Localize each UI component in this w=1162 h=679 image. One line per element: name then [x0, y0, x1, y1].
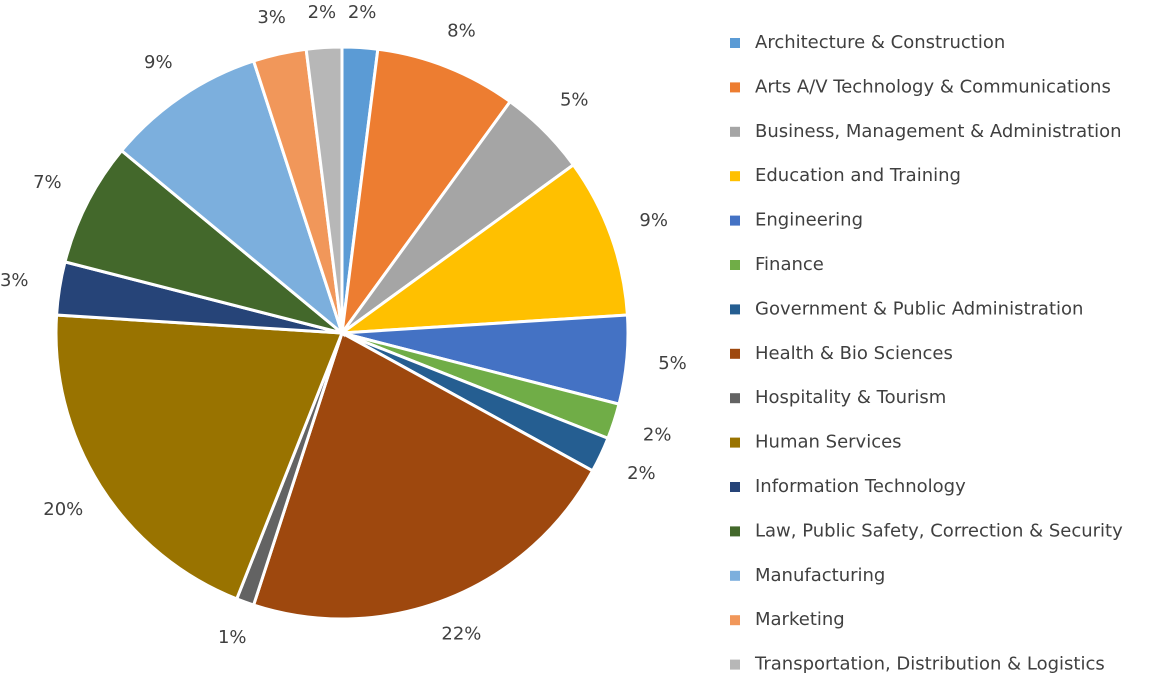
legend-label: Architecture & Construction: [755, 32, 1005, 53]
legend-swatch: [730, 82, 740, 93]
pie-slice: [251, 330, 595, 621]
legend-label: Finance: [755, 254, 824, 275]
pie-slice: [336, 162, 630, 335]
legend-swatch: [730, 348, 740, 359]
data-label: 9%: [639, 210, 668, 231]
legend-label: Marketing: [755, 609, 845, 630]
legend-label: Business, Management & Administration: [755, 121, 1122, 142]
legend-label: Information Technology: [755, 476, 966, 497]
legend-swatch: [730, 215, 740, 226]
pie-slice: [304, 45, 344, 334]
data-label: 7%: [33, 172, 62, 193]
legend-swatch: [730, 570, 740, 581]
data-label: 20%: [43, 499, 83, 520]
legend-swatch: [730, 393, 740, 404]
data-label: 2%: [348, 2, 377, 23]
data-label: 9%: [144, 52, 173, 73]
pie-slice: [119, 59, 346, 338]
data-label: 22%: [441, 624, 481, 645]
legend-label: Law, Public Safety, Correction & Securit…: [755, 520, 1123, 541]
legend-label: Transportation, Distribution & Logistics: [754, 654, 1105, 675]
legend-swatch: [730, 260, 740, 270]
data-label: 1%: [218, 627, 247, 648]
legend-swatch: [730, 304, 740, 315]
data-label: 3%: [257, 7, 286, 28]
legend-swatch: [730, 526, 740, 537]
legend-swatch: [730, 615, 740, 626]
data-label: 5%: [658, 353, 687, 374]
legend-label: Government & Public Administration: [755, 298, 1083, 319]
legend-label: Manufacturing: [755, 565, 885, 586]
data-label: 8%: [447, 20, 476, 41]
data-label: 3%: [0, 270, 29, 291]
legend-swatch: [730, 437, 740, 448]
legend-label: Arts A/V Technology & Communications: [755, 76, 1111, 97]
legend-label: Health & Bio Sciences: [755, 343, 953, 364]
legend-label: Hospitality & Tourism: [755, 387, 946, 408]
legend-swatch: [730, 482, 740, 492]
pie-slice: [63, 148, 343, 335]
data-label: 5%: [560, 90, 589, 111]
legend-swatch: [730, 126, 740, 137]
legend-swatch: [730, 38, 740, 48]
legend-label: Human Services: [755, 432, 902, 453]
legend-swatch: [730, 171, 740, 182]
pie-slice: [340, 47, 513, 334]
legend-swatch: [730, 659, 740, 670]
data-label: 2%: [627, 463, 656, 484]
legend-label: Engineering: [755, 210, 863, 231]
pie-slice: [54, 313, 345, 601]
legend-label: Education and Training: [755, 165, 961, 186]
data-label: 2%: [308, 2, 337, 23]
data-label: 2%: [643, 424, 672, 445]
